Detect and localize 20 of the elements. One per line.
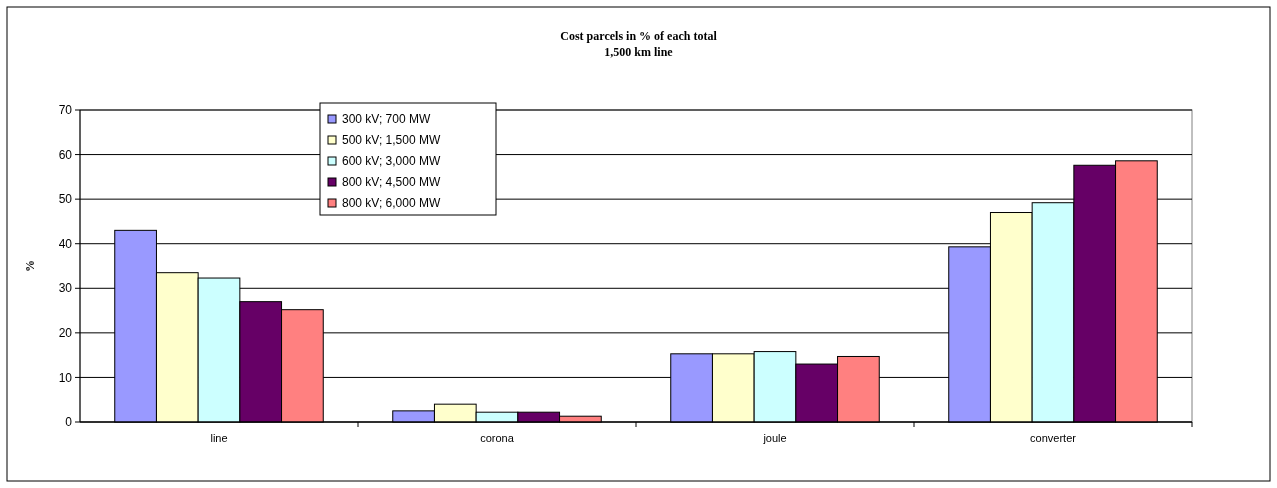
x-tick-label: line	[210, 432, 228, 444]
y-tick-label: 40	[58, 236, 73, 251]
y-tick-label: 20	[58, 326, 73, 341]
legend-label: 800 kV; 4,500 MW	[342, 175, 441, 190]
legend-label: 300 kV; 700 MW	[342, 112, 431, 127]
x-tick-label: converter	[1030, 432, 1077, 444]
y-axis-title: %	[23, 260, 37, 272]
x-tick-label: corona	[480, 432, 515, 444]
y-tick-label: 10	[58, 370, 73, 385]
y-tick-label: 70	[58, 103, 73, 118]
legend-label: 600 kV; 3,000 MW	[342, 154, 441, 169]
y-tick-label: 0	[65, 415, 73, 430]
legend-label: 800 kV; 6,000 MW	[342, 196, 441, 211]
chart-title: Cost parcels in % of each total	[560, 29, 718, 43]
x-tick-label: joule	[762, 432, 787, 444]
y-tick-label: 60	[58, 147, 73, 162]
chart-subtitle: 1,500 km line	[604, 45, 674, 59]
y-tick-label: 30	[58, 281, 73, 296]
y-tick-label: 50	[58, 192, 73, 207]
legend-label: 500 kV; 1,500 MW	[342, 133, 441, 148]
